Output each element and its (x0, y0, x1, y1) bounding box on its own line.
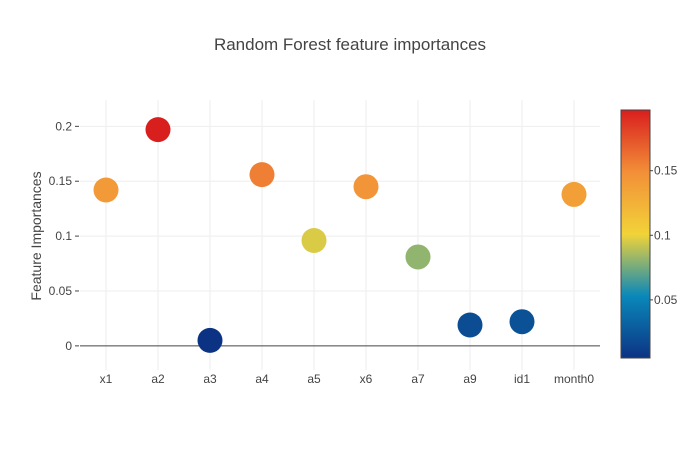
x-tick-label: id1 (514, 372, 530, 386)
data-point-a5[interactable] (301, 227, 327, 253)
y-axis-label: Feature Importances (28, 171, 44, 300)
y-tick-label: 0.2 (55, 119, 72, 133)
data-point-x1[interactable] (93, 177, 119, 203)
colorbar: 0.05 0.1 0.15 (620, 109, 678, 359)
y-tick-label: 0.05 (49, 284, 73, 298)
y-tick-label: 0.1 (55, 229, 72, 243)
chart-title: Random Forest feature importances (214, 35, 486, 54)
grid (80, 100, 600, 370)
data-point-x6[interactable] (353, 174, 379, 200)
x-tick-label: a2 (151, 372, 165, 386)
data-markers (93, 117, 587, 353)
colorbar-tick-label: 0.1 (654, 228, 671, 242)
data-point-a9[interactable] (457, 312, 483, 338)
colorbar-gradient (620, 109, 651, 359)
x-tick-label: x6 (360, 372, 373, 386)
y-tick-label: 0.15 (49, 174, 73, 188)
data-point-id1[interactable] (509, 309, 535, 335)
colorbar-tick-label: 0.15 (654, 164, 678, 178)
data-point-month0[interactable] (561, 181, 587, 207)
data-point-a2[interactable] (145, 117, 171, 143)
axes: 0 0.05 0.1 0.15 0.2 x1 a2 a3 a4 a5 x6 a7 a9 id1 month0 (49, 119, 600, 386)
colorbar-tick-label: 0.05 (654, 293, 678, 307)
y-tick-label: 0 (65, 339, 72, 353)
x-tick-label: a5 (307, 372, 321, 386)
x-tick-label: a7 (411, 372, 425, 386)
x-tick-label: x1 (100, 372, 113, 386)
data-point-a4[interactable] (249, 162, 275, 188)
x-tick-label: a4 (255, 372, 269, 386)
x-tick-label: a9 (463, 372, 477, 386)
data-point-a3[interactable] (197, 327, 223, 353)
data-point-a7[interactable] (405, 244, 431, 270)
x-tick-label: a3 (203, 372, 217, 386)
x-tick-label: month0 (554, 372, 594, 386)
